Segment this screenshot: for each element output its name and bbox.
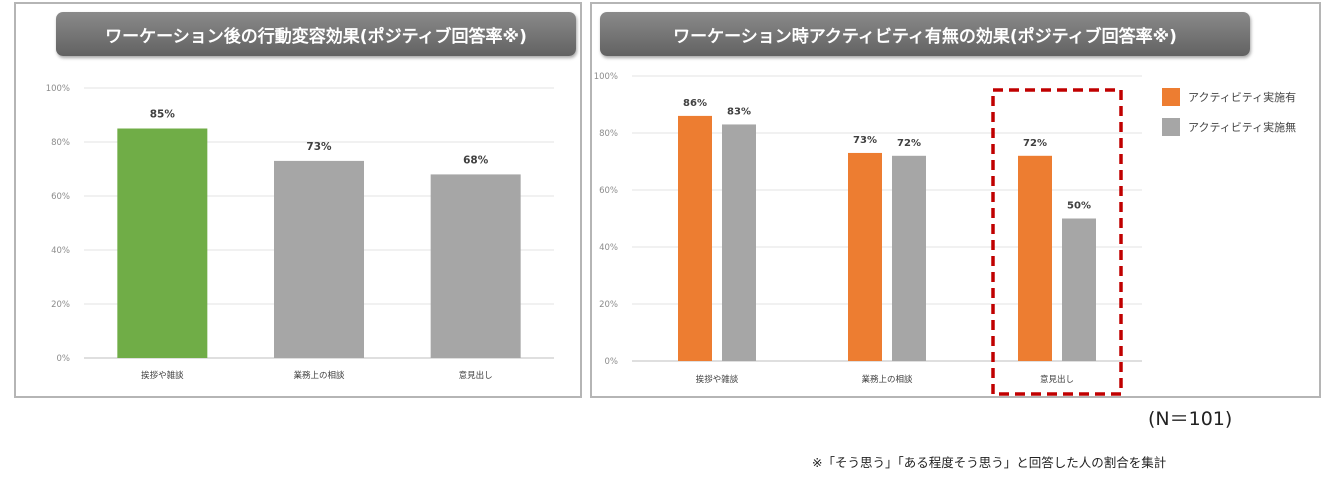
y-tick-label: 80% <box>599 129 618 139</box>
data-label: 72% <box>1023 138 1047 149</box>
bar <box>1018 155 1052 361</box>
chart-panel-behavior-change: ワーケーション後の行動変容効果(ポジティブ回答率※) 0% 20% 40% 60% 80… <box>14 2 582 398</box>
data-label: 73% <box>306 141 332 153</box>
footnote: ※「そう思う」「ある程度そう思う」と回答した人の割合を集計 <box>812 455 1167 470</box>
legend-swatch <box>1162 88 1180 106</box>
data-label: 50% <box>1067 201 1091 212</box>
y-tick-label: 20% <box>51 300 70 310</box>
bar <box>117 128 208 358</box>
bar <box>892 155 926 361</box>
data-label: 68% <box>463 154 489 166</box>
legend: アクティビティ実施有 アクティビティ実施無 <box>1162 82 1296 142</box>
bar <box>1062 218 1096 361</box>
legend-item: アクティビティ実施無 <box>1162 112 1296 142</box>
chart-panel-activity-effect: ワーケーション時アクティビティ有無の効果(ポジティブ回答率※) 0% 20% 40%… <box>590 2 1321 398</box>
y-tick-label: 40% <box>599 243 618 253</box>
chart-title: ワーケーション時アクティビティ有無の効果(ポジティブ回答率※) <box>600 12 1250 56</box>
bar-chart-behavior-change: 0% 20% 40% 60% 80% 100% 85% 挨拶や雑談 73% 業務上の相談 68% 意見… <box>46 84 554 381</box>
x-tick-label: 意見出し <box>1040 374 1074 385</box>
x-tick-label: 挨拶や雑談 <box>141 370 184 381</box>
y-tick-label: 100% <box>594 72 618 82</box>
bar <box>848 152 882 361</box>
bar <box>722 124 756 361</box>
highlight-box <box>991 88 1123 396</box>
bar <box>274 160 364 358</box>
y-tick-label: 0% <box>605 357 619 367</box>
y-tick-label: 60% <box>51 192 70 202</box>
y-tick-label: 100% <box>46 84 70 94</box>
data-label: 73% <box>853 135 877 146</box>
bar <box>678 115 712 362</box>
legend-swatch <box>1162 118 1180 136</box>
legend-item: アクティビティ実施有 <box>1162 82 1296 112</box>
bar-chart-activity-effect: 0% 20% 40% 60% 80% 100% 86% 83% 挨拶や雑談 73% 72% 業務上の相… <box>594 72 1142 396</box>
y-tick-label: 20% <box>599 300 618 310</box>
sample-size-note: (N＝101) <box>1148 408 1233 430</box>
data-label: 86% <box>683 98 707 109</box>
x-tick-label: 業務上の相談 <box>861 374 913 385</box>
legend-label: アクティビティ実施有 <box>1188 91 1297 104</box>
legend-label: アクティビティ実施無 <box>1188 121 1297 134</box>
bar <box>430 174 521 358</box>
data-label: 85% <box>150 109 176 121</box>
y-tick-label: 40% <box>51 246 70 256</box>
x-tick-label: 業務上の相談 <box>293 370 345 381</box>
y-tick-label: 60% <box>599 186 618 196</box>
y-tick-label: 0% <box>57 354 71 364</box>
data-label: 83% <box>727 106 751 117</box>
chart-title: ワーケーション後の行動変容効果(ポジティブ回答率※) <box>56 12 576 56</box>
x-tick-label: 意見出し <box>459 370 493 381</box>
y-tick-label: 80% <box>51 138 70 148</box>
data-label: 72% <box>897 138 921 149</box>
x-tick-label: 挨拶や雑談 <box>696 374 739 385</box>
